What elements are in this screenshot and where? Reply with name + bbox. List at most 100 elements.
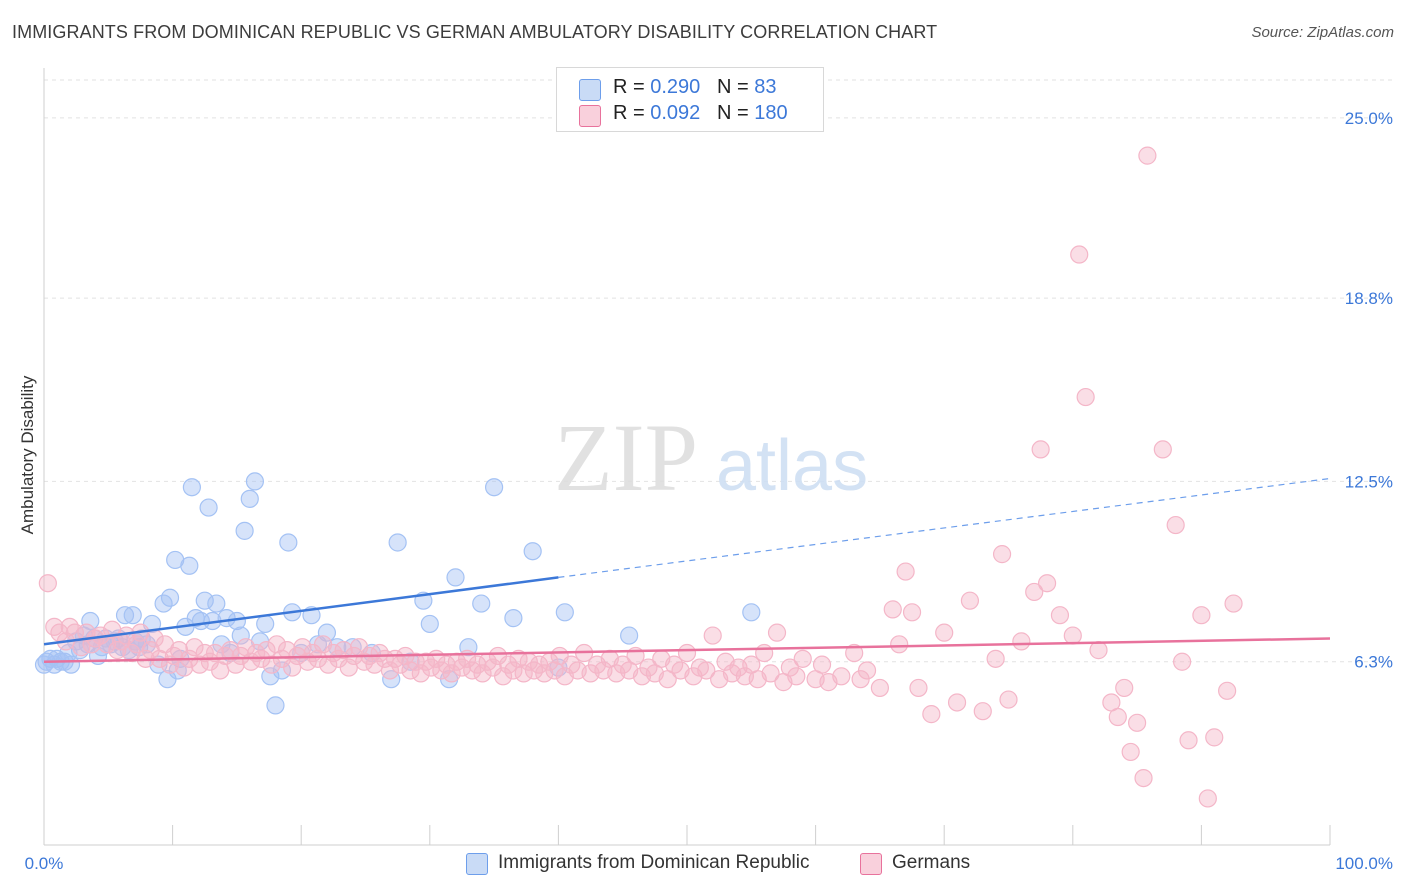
data-point xyxy=(1205,728,1224,747)
data-point xyxy=(468,655,487,674)
x-tick-label: 100.0% xyxy=(1335,854,1393,873)
data-point xyxy=(902,603,922,622)
data-point xyxy=(1134,768,1153,788)
y-tick-label: 18.8% xyxy=(1345,289,1393,308)
watermark-zip: ZIP xyxy=(554,404,698,511)
y-tick-label: 6.3% xyxy=(1354,653,1393,672)
data-point xyxy=(226,655,245,674)
data-point xyxy=(185,638,204,657)
data-point xyxy=(535,664,554,683)
data-point xyxy=(523,542,542,561)
x-tick-label: 0.0% xyxy=(25,854,64,873)
y-tick-labels: 6.3% 12.5% 18.8% 25.0% xyxy=(1345,109,1393,672)
data-point xyxy=(883,600,902,619)
data-point xyxy=(504,661,523,680)
legend-text-germans: R = 0.092 N = 180 xyxy=(613,102,788,124)
data-point xyxy=(1166,515,1185,535)
data-point xyxy=(112,632,131,651)
data-point xyxy=(845,643,864,663)
bottom-legend-swatch-dominican xyxy=(466,853,488,875)
data-point xyxy=(935,623,954,642)
data-point xyxy=(195,643,214,663)
data-point xyxy=(499,655,518,674)
bottom-legend-swatch-germans xyxy=(860,853,882,875)
data-point xyxy=(388,533,407,552)
data-point xyxy=(205,643,225,663)
data-point xyxy=(761,664,780,683)
data-point xyxy=(262,655,281,674)
data-point xyxy=(524,661,544,680)
data-point xyxy=(240,489,259,508)
data-point xyxy=(380,661,400,680)
data-point xyxy=(334,641,353,660)
data-point xyxy=(195,591,214,610)
data-point xyxy=(555,603,574,622)
series-dominican xyxy=(34,472,761,715)
data-point xyxy=(81,611,100,631)
data-point xyxy=(697,661,716,680)
data-point xyxy=(411,664,430,683)
y-tick-label: 25.0% xyxy=(1345,109,1393,128)
data-point xyxy=(77,623,96,642)
data-point xyxy=(1089,641,1108,660)
gridlines xyxy=(44,79,1395,663)
data-point xyxy=(857,661,877,680)
data-point xyxy=(1127,713,1147,732)
data-point xyxy=(960,591,980,610)
data-point xyxy=(793,649,812,668)
data-point xyxy=(266,696,285,715)
data-point xyxy=(463,661,482,680)
bottom-legend-label-germans: Germans xyxy=(892,852,971,873)
data-point xyxy=(1179,731,1198,750)
data-point xyxy=(245,472,265,491)
data-point xyxy=(485,478,504,497)
data-point xyxy=(160,588,180,607)
data-point xyxy=(180,556,199,575)
data-point xyxy=(812,655,832,674)
trend-layer xyxy=(43,477,1331,663)
y-axis-label: Ambulatory Disability xyxy=(18,375,37,535)
data-point xyxy=(235,521,254,540)
data-point xyxy=(207,594,226,613)
data-point xyxy=(767,623,787,642)
data-point xyxy=(256,614,275,634)
data-point xyxy=(1121,742,1140,762)
data-point xyxy=(890,635,909,654)
trend-line-dominican xyxy=(43,576,559,646)
data-point xyxy=(355,652,374,671)
data-point xyxy=(472,594,491,613)
data-point xyxy=(1138,146,1157,165)
data-point xyxy=(38,574,57,593)
data-point xyxy=(442,664,461,683)
data-point xyxy=(123,606,142,625)
data-point xyxy=(421,658,441,677)
data-point xyxy=(1108,707,1127,727)
data-point xyxy=(231,626,250,645)
data-point xyxy=(504,609,523,628)
data-point xyxy=(1050,606,1070,625)
data-point xyxy=(217,609,236,628)
source-label: Source: ZipAtlas.com xyxy=(1251,24,1394,41)
data-point xyxy=(190,655,209,674)
legend-swatch-germans xyxy=(579,105,601,127)
data-point xyxy=(909,678,928,698)
data-point xyxy=(1115,678,1134,698)
data-point xyxy=(61,655,81,674)
data-point xyxy=(787,667,806,686)
data-point xyxy=(1025,582,1044,602)
data-point xyxy=(231,646,250,666)
data-point xyxy=(1198,789,1217,808)
data-point xyxy=(832,667,851,686)
data-point xyxy=(317,623,337,642)
data-point xyxy=(1031,440,1050,459)
data-point xyxy=(432,661,451,680)
data-point xyxy=(108,641,127,660)
data-point xyxy=(115,606,135,625)
data-point xyxy=(677,643,697,663)
data-point xyxy=(1173,652,1192,671)
bottom-legend-label-dominican: Immigrants from Dominican Republic xyxy=(498,852,810,873)
data-point xyxy=(420,614,439,634)
data-point xyxy=(494,667,513,686)
watermark: ZIP atlas xyxy=(554,404,868,511)
